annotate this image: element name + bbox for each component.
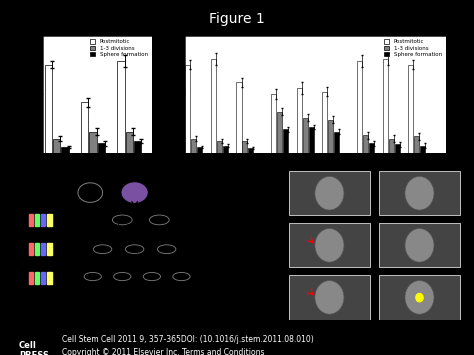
- Text: 1°: 1°: [92, 171, 102, 180]
- Text: Control: Control: [275, 165, 280, 188]
- Text: Lentiviral: Lentiviral: [125, 165, 154, 170]
- Bar: [408, 65, 413, 153]
- Bar: [363, 135, 368, 153]
- Bar: [334, 132, 339, 153]
- Circle shape: [121, 182, 148, 203]
- Bar: [53, 138, 60, 153]
- Bar: [283, 129, 288, 153]
- Bar: [223, 146, 228, 153]
- Bar: [379, 223, 460, 267]
- Y-axis label: Tumor Sphere Cells (%): Tumor Sphere Cells (%): [12, 53, 19, 135]
- Bar: [47, 272, 52, 284]
- Bar: [394, 144, 400, 153]
- Text: Clonal: Clonal: [31, 287, 51, 292]
- Bar: [303, 118, 308, 153]
- Bar: [217, 141, 222, 153]
- Text: Patient 2: Patient 2: [275, 264, 280, 292]
- Text: B: B: [164, 30, 173, 40]
- Text: Mouse Kidney: Mouse Kidney: [299, 160, 360, 169]
- Bar: [126, 132, 133, 153]
- Circle shape: [416, 294, 423, 302]
- Bar: [45, 65, 52, 153]
- Bar: [41, 214, 46, 226]
- Bar: [28, 244, 33, 255]
- Bar: [211, 59, 216, 153]
- Bar: [369, 143, 374, 153]
- Bar: [81, 102, 89, 153]
- Bar: [414, 136, 419, 153]
- Bar: [197, 147, 202, 153]
- Bar: [271, 94, 276, 153]
- Text: Tracking: Tracking: [27, 293, 54, 298]
- Bar: [328, 120, 333, 153]
- Bar: [41, 272, 46, 284]
- Bar: [297, 88, 302, 153]
- Bar: [35, 244, 39, 255]
- Bar: [322, 92, 328, 153]
- Bar: [242, 141, 247, 153]
- Text: C: C: [24, 155, 32, 165]
- Bar: [26, 212, 56, 228]
- Bar: [41, 244, 46, 255]
- Text: Figure 1: Figure 1: [209, 12, 265, 26]
- Bar: [28, 272, 33, 284]
- Text: Marking: Marking: [127, 171, 152, 176]
- Circle shape: [315, 176, 344, 210]
- Bar: [28, 214, 33, 226]
- Y-axis label: Tumor Sphere Cells (%): Tumor Sphere Cells (%): [155, 53, 161, 135]
- Circle shape: [405, 229, 434, 262]
- Bar: [379, 171, 460, 215]
- Bar: [389, 138, 393, 153]
- Bar: [289, 223, 370, 267]
- Text: 3°: 3°: [197, 264, 206, 273]
- Bar: [26, 241, 56, 257]
- Bar: [35, 214, 39, 226]
- Text: Cell
PRESS: Cell PRESS: [19, 341, 49, 355]
- Text: TIC: TIC: [85, 176, 96, 182]
- Circle shape: [315, 229, 344, 262]
- Bar: [248, 148, 253, 153]
- Text: M    T    M    T: M T M T: [100, 255, 135, 260]
- Text: Cancer: Cancer: [25, 177, 47, 182]
- Text: 1°: 1°: [197, 205, 205, 214]
- Text: Transplantation: Transplantation: [167, 180, 216, 185]
- Bar: [47, 214, 52, 226]
- Text: A: A: [4, 30, 13, 40]
- Bar: [47, 244, 52, 255]
- Bar: [61, 147, 69, 153]
- Circle shape: [405, 176, 434, 210]
- Bar: [191, 138, 196, 153]
- Bar: [309, 127, 314, 153]
- Bar: [289, 171, 370, 215]
- Bar: [26, 270, 56, 286]
- Bar: [117, 61, 125, 153]
- Bar: [237, 82, 242, 153]
- Bar: [89, 132, 97, 153]
- Text: Serial: Serial: [182, 175, 200, 180]
- Bar: [277, 112, 282, 153]
- Bar: [134, 141, 141, 153]
- Bar: [185, 65, 191, 153]
- Bar: [379, 275, 460, 320]
- Legend: Postmitotic, 1-3 divisions, Sphere formation: Postmitotic, 1-3 divisions, Sphere forma…: [383, 38, 443, 58]
- Text: M    T: M T: [115, 224, 130, 229]
- Bar: [357, 61, 362, 153]
- Text: Patient 1: Patient 1: [275, 212, 280, 240]
- Bar: [98, 143, 105, 153]
- Bar: [35, 272, 39, 284]
- Bar: [383, 59, 388, 153]
- Text: M    T         M    T: M T M T: [97, 281, 137, 286]
- Text: 2°: 2°: [197, 236, 205, 245]
- Text: Colorectal: Colorectal: [20, 169, 52, 174]
- Legend: Postmitotic, 1-3 divisions, Sphere formation: Postmitotic, 1-3 divisions, Sphere forma…: [89, 38, 149, 58]
- Text: Cell Stem Cell 2011 9, 357-365DOI: (10.1016/j.stem.2011.08.010)
Copyright © 2011: Cell Stem Cell 2011 9, 357-365DOI: (10.1…: [62, 335, 313, 355]
- Circle shape: [405, 280, 434, 314]
- Text: D: D: [281, 155, 290, 165]
- Bar: [420, 146, 425, 153]
- Circle shape: [315, 280, 344, 314]
- Text: Mouse Liver: Mouse Liver: [393, 160, 446, 169]
- Bar: [289, 275, 370, 320]
